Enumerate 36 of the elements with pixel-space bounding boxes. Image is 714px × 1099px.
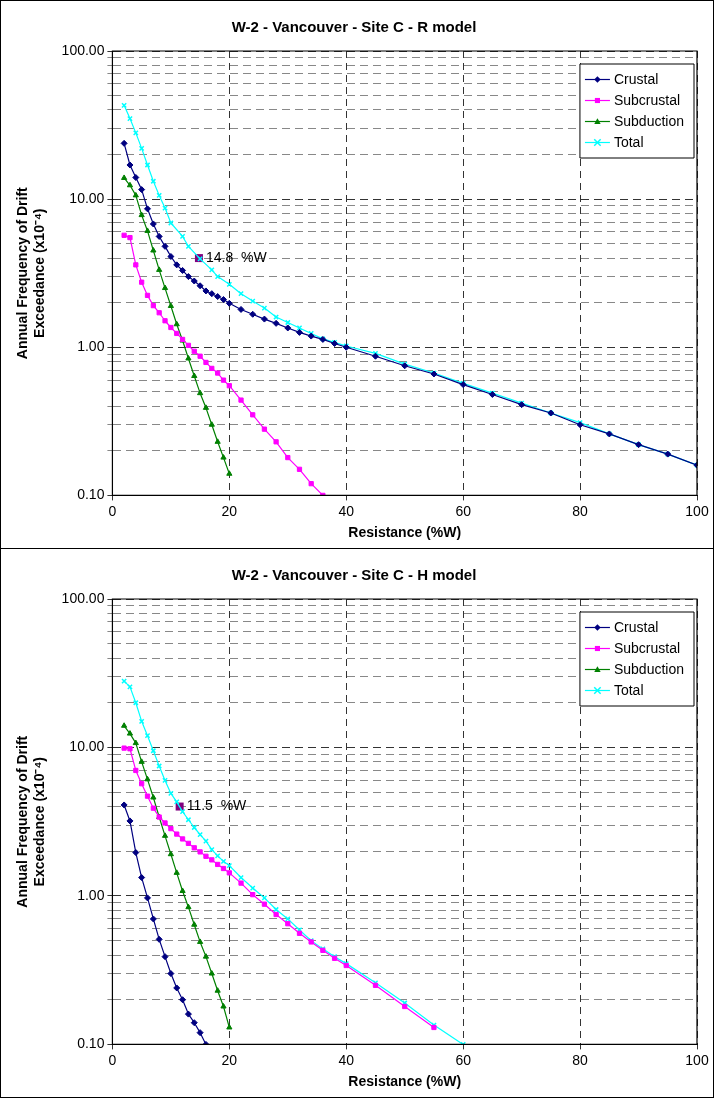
legend-label: Subduction [613, 113, 685, 130]
x-tick-label: 0 [108, 502, 117, 519]
y-axis-title: Annual Frequency of Drift Exceedance (x10⁻⁴) [14, 735, 48, 908]
x-tick-label: 0 [108, 1051, 117, 1068]
chart-title: W-2 - Vancouver - Site C - H model [231, 566, 477, 584]
x-tick-label: 100 [685, 502, 709, 519]
y-axis-title: Annual Frequency of Drift Exceedance (x10⁻⁴) [14, 186, 48, 360]
y-tick-label: 1.00 [77, 886, 105, 903]
x-axis-title: Resistance (%W) [348, 1073, 462, 1090]
x-tick-label: 80 [572, 502, 589, 519]
x-axis-title: Resistance (%W) [348, 524, 462, 541]
y-tick-label: 100.00 [61, 589, 105, 606]
x-tick-label: 20 [221, 1051, 238, 1068]
legend-label: Total [613, 682, 644, 699]
x-tick-label: 80 [572, 1051, 589, 1068]
legend-label: Subcrustal [613, 92, 681, 109]
y-tick-label: 10.00 [69, 738, 105, 755]
annotation: 14.8 %W [205, 248, 268, 265]
legend-label: Crustal [613, 619, 659, 636]
y-tick-label: 10.00 [69, 189, 105, 206]
annotation: 11.5 %W [186, 797, 248, 814]
y-tick-label: 0.10 [77, 486, 105, 503]
x-tick-label: 60 [455, 502, 472, 519]
y-tick-label: 1.00 [77, 338, 105, 355]
legend-label: Total [613, 134, 644, 151]
legend-label: Crustal [613, 71, 659, 88]
x-tick-label: 40 [338, 502, 355, 519]
chart-title: W-2 - Vancouver - Site C - R model [231, 18, 477, 36]
x-tick-label: 100 [685, 1051, 709, 1068]
legend-label: Subcrustal [613, 640, 681, 657]
y-tick-label: 0.10 [77, 1035, 105, 1052]
x-tick-label: 60 [455, 1051, 472, 1068]
x-tick-label: 20 [221, 502, 238, 519]
y-tick-label: 100.00 [61, 41, 105, 58]
legend-label: Subduction [613, 661, 685, 678]
x-tick-label: 40 [338, 1051, 355, 1068]
